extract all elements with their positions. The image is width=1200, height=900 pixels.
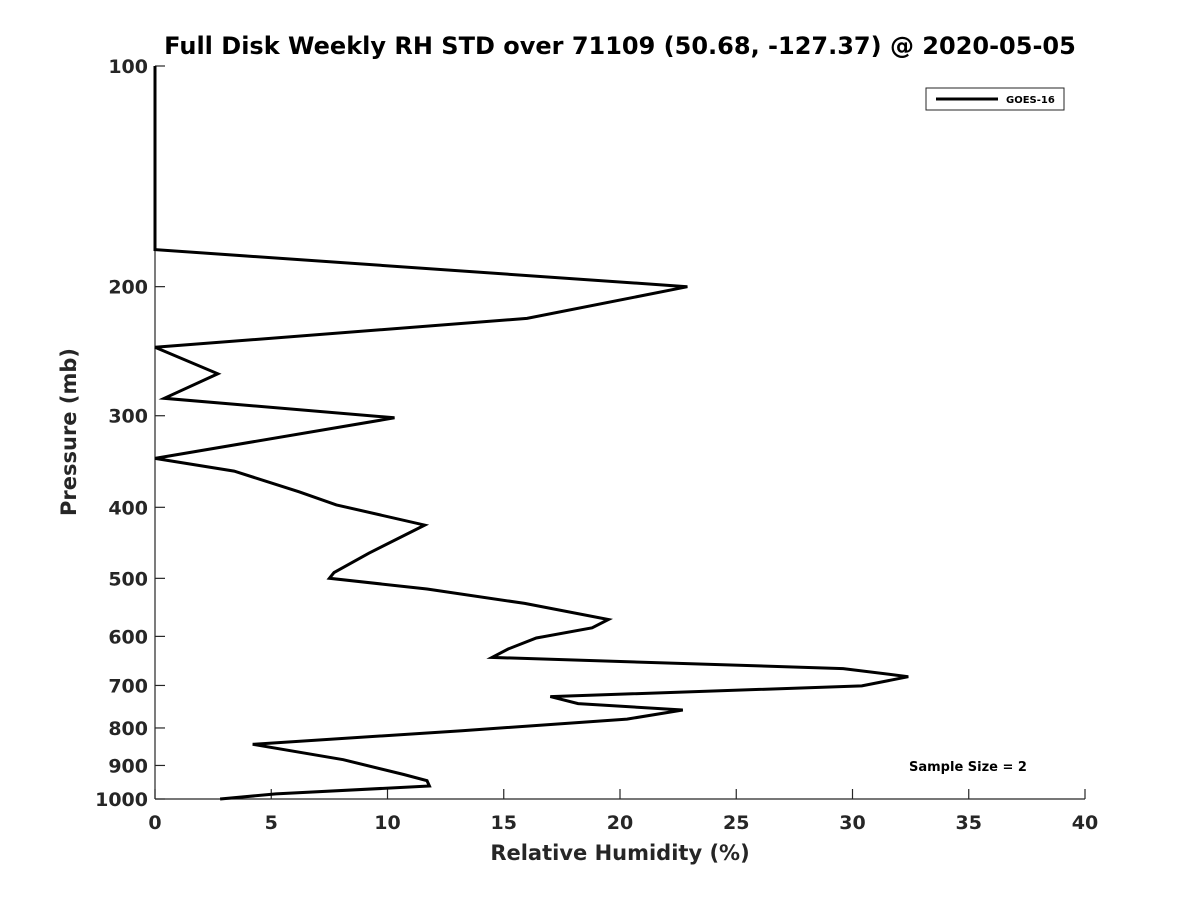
y-axis-ticks: 100 200 300 400 500 600 700 800 900 1000 (95, 56, 165, 811)
legend: GOES-16 (925, 87, 1065, 111)
x-tick-label: 10 (374, 812, 400, 834)
y-tick-label: 800 (108, 718, 148, 740)
y-tick-label: 500 (108, 568, 148, 590)
legend-label-goes-16: GOES-16 (1006, 95, 1055, 106)
x-tick-label: 35 (956, 812, 982, 834)
x-tick-label: 15 (491, 812, 517, 834)
y-axis-label: Pressure (mb) (57, 348, 81, 516)
chart-title: Full Disk Weekly RH STD over 71109 (50.6… (164, 32, 1076, 60)
x-tick-label: 25 (723, 812, 749, 834)
y-tick-label: 600 (108, 626, 148, 648)
y-tick-label: 900 (108, 755, 148, 777)
y-tick-label: 300 (108, 406, 148, 428)
y-tick-label: 400 (108, 497, 148, 519)
y-tick-label: 200 (108, 277, 148, 299)
y-tick-label: 1000 (95, 789, 148, 811)
x-tick-label: 20 (607, 812, 633, 834)
y-tick-label: 700 (108, 675, 148, 697)
sample-size-annotation: Sample Size = 2 (909, 760, 1027, 775)
x-tick-label: 5 (265, 812, 278, 834)
x-tick-label: 0 (148, 812, 161, 834)
series-line-goes-16 (153, 66, 909, 801)
x-tick-label: 40 (1072, 812, 1098, 834)
x-tick-label: 30 (839, 812, 865, 834)
x-axis-label: Relative Humidity (%) (490, 841, 749, 865)
y-tick-label: 100 (108, 56, 148, 78)
x-axis-ticks: 0 5 10 15 20 25 30 35 40 (148, 789, 1098, 834)
